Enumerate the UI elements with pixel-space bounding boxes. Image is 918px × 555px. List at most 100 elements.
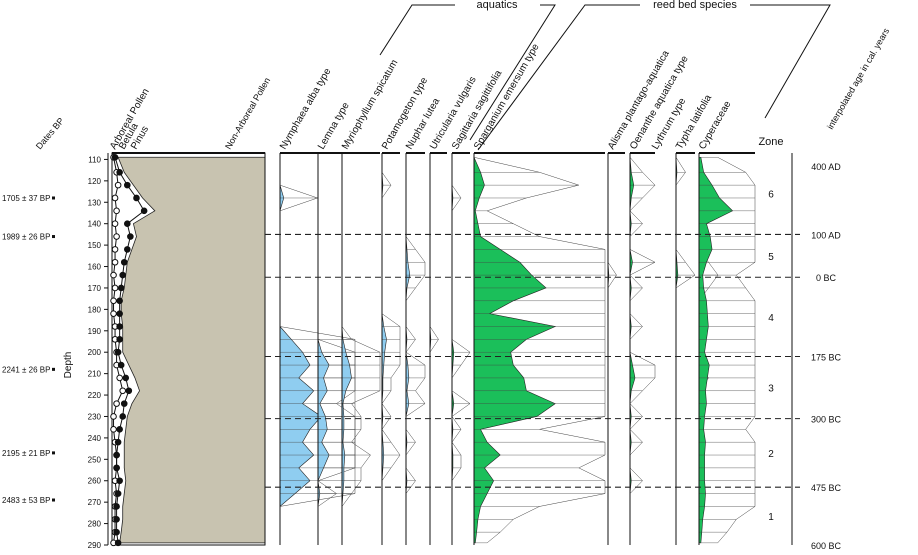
- date-label: 2241 ± 26 BP: [2, 365, 50, 374]
- group-brackets: [379, 4, 831, 151]
- depth-tick-label: 260: [88, 477, 102, 486]
- pinus-point: [119, 271, 127, 279]
- age-label: 400 AD: [811, 162, 841, 172]
- zone-label: 5: [768, 252, 774, 263]
- pinus-point: [113, 503, 120, 510]
- taxon-area: [405, 157, 411, 543]
- pinus-point: [116, 323, 123, 330]
- pinus-point: [119, 413, 127, 420]
- pinus-point: [120, 400, 128, 407]
- betula-point: [113, 233, 120, 240]
- pinus-point: [124, 246, 131, 253]
- group-label-reed-bed: reed bed species: [653, 0, 737, 11]
- taxon-panel: Typha latifolia: [674, 93, 719, 545]
- date-label: 1705 ± 37 BP: [2, 194, 50, 203]
- pinus-point: [127, 233, 134, 240]
- main-panel-label: Non-Arboreal Pollen: [223, 76, 272, 151]
- betula-point: [111, 246, 119, 253]
- pinus-point: [113, 528, 120, 536]
- pinus-point: [125, 387, 133, 395]
- zone-column: 6 5 4 3 2 1: [265, 153, 800, 545]
- age-label: 300 BC: [811, 415, 842, 425]
- depth-axis: 110 120 130 140 150 160 170 180 190 200 210 220 230 2…: [88, 153, 109, 550]
- betula-point: [114, 181, 122, 189]
- depth-tick-label: 140: [88, 220, 102, 229]
- depth-tick-label: 250: [88, 455, 102, 464]
- taxon-panel: Nuphar lutea: [404, 96, 442, 545]
- taxon-exaggeration-curve: [405, 157, 426, 543]
- taxon-panel: Oenanthe aquatica type: [628, 54, 691, 545]
- pinus-point: [122, 374, 130, 382]
- taxon-area: [279, 157, 322, 543]
- pinus-point: [114, 438, 122, 446]
- taxon-panel: Alisma plantago-aquatica: [606, 48, 672, 545]
- date-marker: [52, 367, 55, 371]
- pinus-point: [113, 464, 120, 472]
- depth-tick-label: 280: [88, 520, 102, 529]
- betula-point: [110, 271, 117, 279]
- taxon-panel: Sparganium emersum type: [472, 42, 606, 545]
- pinus-point: [113, 515, 120, 523]
- betula-point: [111, 194, 119, 202]
- non-arboreal-pollen-area: [117, 156, 266, 544]
- aquatics-bracket: [379, 4, 455, 56]
- pinus-point: [116, 426, 123, 433]
- zone-label: 6: [768, 190, 774, 201]
- pinus-point: [114, 490, 122, 497]
- betula-point: [111, 284, 119, 292]
- pinus-point: [124, 181, 131, 189]
- betula-point: [110, 413, 117, 420]
- pinus-point: [114, 348, 122, 356]
- depth-tick-label: 240: [88, 434, 102, 443]
- zone-label: 4: [768, 313, 774, 324]
- date-label: 1989 ± 26 BP: [2, 233, 50, 242]
- betula-point: [111, 258, 119, 266]
- taxon-exaggeration-curve: [341, 157, 381, 543]
- group-label-aquatics: aquatics: [477, 0, 518, 11]
- depth-tick-label: 160: [88, 263, 102, 272]
- depth-tick-label: 200: [88, 348, 102, 357]
- pinus-point: [124, 220, 131, 227]
- depth-tick-label: 180: [88, 305, 102, 314]
- taxon-panel: Lemna type: [316, 100, 356, 545]
- depth-tick-label: 290: [88, 541, 102, 550]
- depth-tick-label: 210: [88, 370, 102, 379]
- pinus-point: [116, 310, 123, 317]
- depth-tick-label: 220: [88, 391, 102, 400]
- age-label: 475 BC: [811, 483, 842, 493]
- betula-point: [110, 297, 117, 305]
- radiocarbon-dates: 1705 ± 37 BP 1989 ± 26 BP 2241 ± 26 BP 2195…: [2, 194, 55, 505]
- betula-point: [113, 400, 120, 407]
- betula-point: [110, 426, 117, 433]
- depth-tick-label: 150: [88, 241, 102, 250]
- pinus-point: [116, 168, 123, 176]
- taxon-panel: Cyperaceae: [697, 99, 756, 545]
- age-axis-label: interpolated age in cal. years: [825, 26, 891, 131]
- taxon-exaggeration-curve: [629, 157, 656, 543]
- taxon-area: [381, 157, 387, 543]
- depth-tick-label: 270: [88, 498, 102, 507]
- date-marker: [52, 235, 55, 239]
- betula-point: [113, 207, 120, 215]
- date-label: 2195 ± 21 BP: [2, 449, 50, 458]
- taxon-exaggeration-curve: [675, 157, 696, 543]
- betula-point: [111, 220, 119, 227]
- taxon-panel: Lythrum type: [650, 96, 696, 545]
- reed-bed-bracket-right: [750, 4, 831, 119]
- taxon-exaggeration-curve: [429, 157, 439, 543]
- taxon-area: [473, 157, 557, 544]
- depth-tick-label: 190: [88, 327, 102, 336]
- depth-tick-label: 110: [88, 155, 101, 164]
- interpolated-ages: 400 AD 100 AD 0 BC 175 BC 300 BC 475 BC 600 BC: [811, 162, 842, 551]
- betula-point: [116, 374, 123, 382]
- betula-point: [110, 310, 117, 317]
- pinus-point: [120, 258, 128, 266]
- date-marker: [52, 451, 55, 455]
- pinus-point: [114, 539, 122, 547]
- taxon-exaggeration-curve: [607, 157, 617, 543]
- pinus-point: [116, 477, 123, 485]
- depth-axis-label: Depth: [63, 352, 74, 379]
- date-marker: [52, 498, 55, 502]
